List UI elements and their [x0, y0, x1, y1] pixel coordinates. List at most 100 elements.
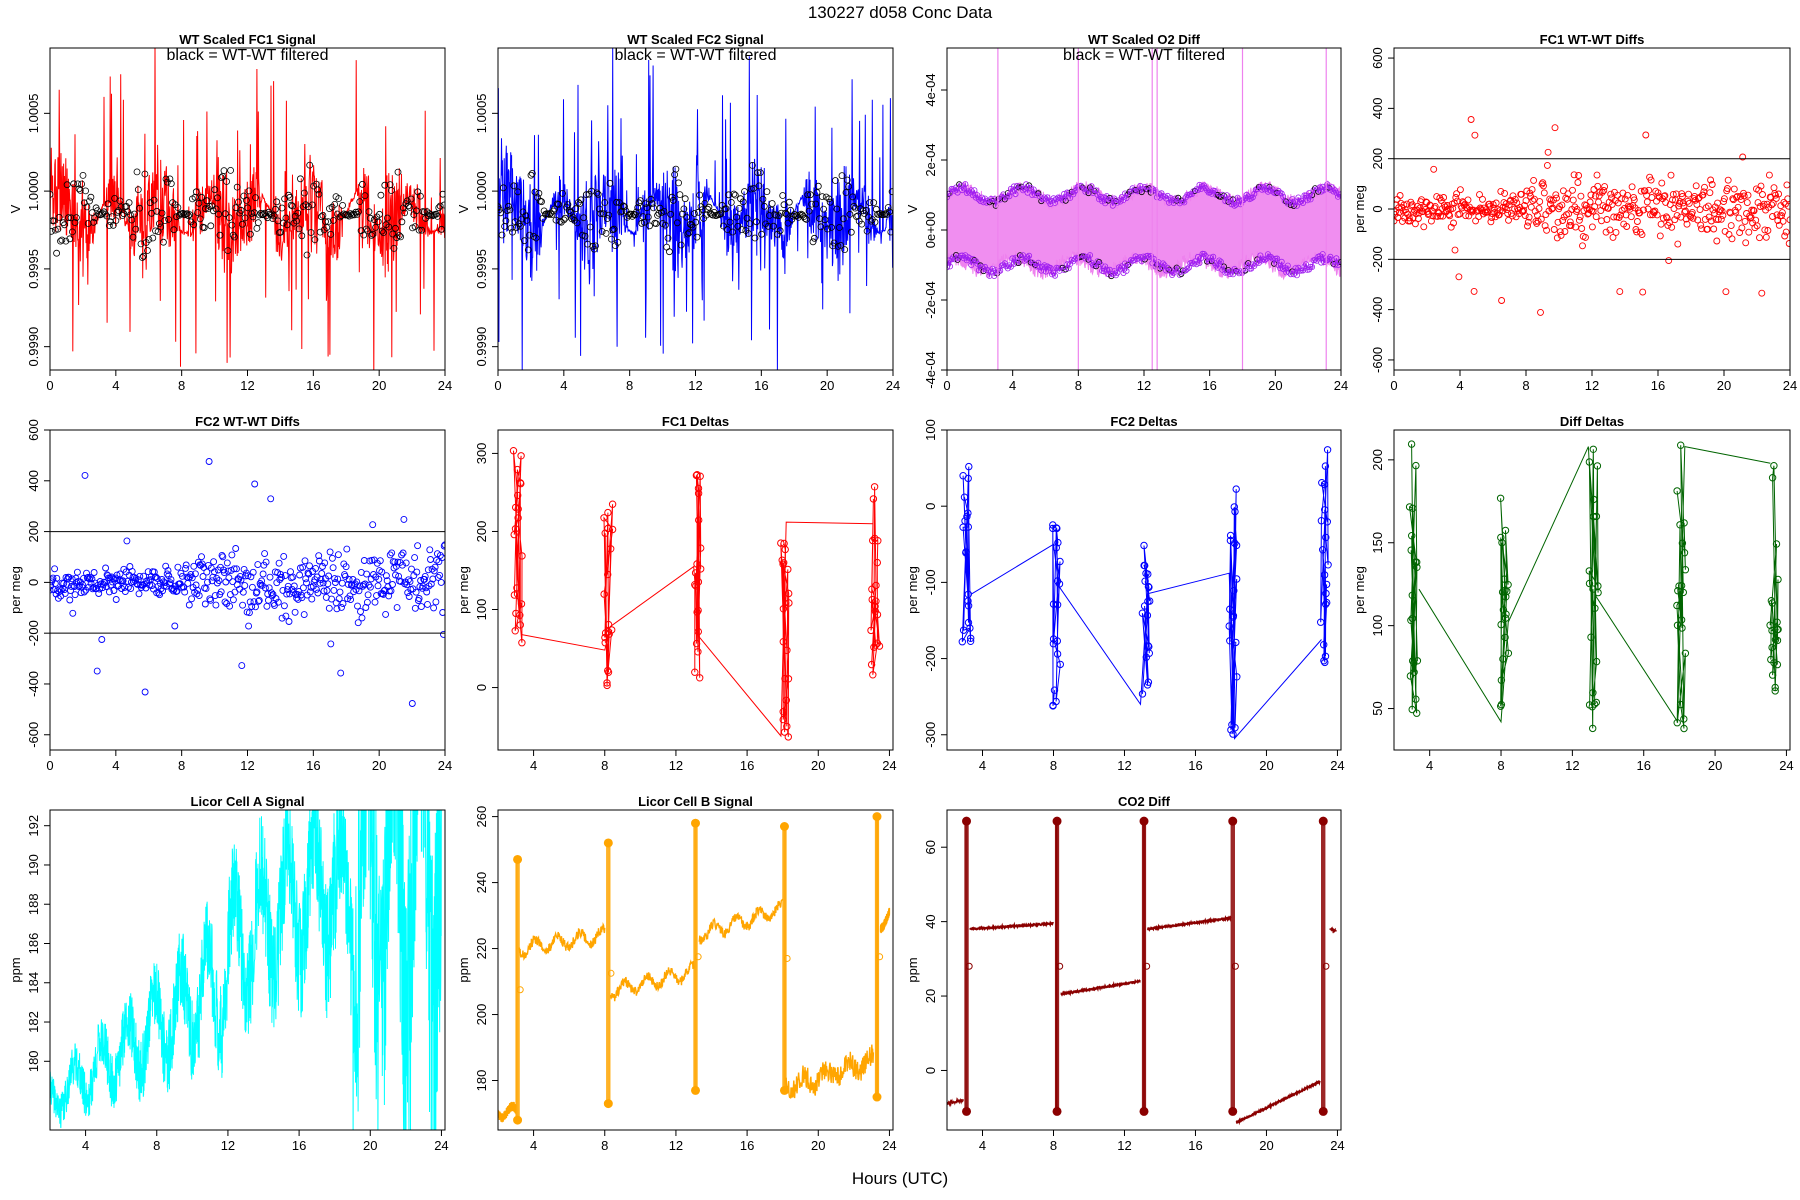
data-point — [728, 199, 734, 205]
x-tick-label: 16 — [1202, 378, 1216, 393]
data-point — [211, 559, 217, 565]
x-tick-label: 16 — [292, 1138, 306, 1153]
y-tick-label: 300 — [474, 443, 489, 465]
y-tick-label: 0.9990 — [474, 327, 489, 367]
data-point — [82, 472, 88, 478]
cluster-line — [695, 475, 701, 678]
x-tick-label: 20 — [1259, 1138, 1273, 1153]
data-point — [364, 599, 370, 605]
data-point — [281, 603, 287, 609]
x-tick-label: 20 — [1717, 378, 1731, 393]
data-point — [199, 554, 205, 560]
y-tick-label: 1.0005 — [26, 93, 41, 133]
x-tick-label: 4 — [1426, 758, 1433, 773]
data-point — [1757, 235, 1763, 241]
chart-panel-p5: 0 4 8 12 16 20 24-600-400-2000200400600 FC2 WT-… — [8, 414, 452, 773]
x-tick-label: 4 — [112, 378, 119, 393]
chart-panel-p2: 0 4 8 12 16 20 240.99900.99951.00001.0005WT Sc… — [456, 32, 900, 393]
data-point — [427, 547, 433, 553]
data-point — [1579, 226, 1585, 232]
data-point — [54, 250, 60, 256]
x-tick-label: 4 — [530, 1138, 537, 1153]
data-point — [691, 211, 697, 217]
data-point — [1725, 177, 1731, 183]
x-tick-label: 24 — [882, 758, 896, 773]
data-point — [387, 552, 393, 558]
plot-frame — [947, 430, 1341, 750]
y-tick-label: 180 — [474, 1070, 489, 1092]
y-tick-label: 0 — [474, 684, 489, 691]
data-point — [91, 570, 97, 576]
cluster-line — [1053, 525, 1061, 706]
plot-frame — [50, 430, 445, 750]
chart-title: CO2 Diff — [1118, 794, 1171, 809]
data-point — [230, 597, 236, 603]
data-point — [307, 563, 313, 569]
data-point — [780, 1086, 788, 1094]
x-tick-label: 20 — [372, 758, 386, 773]
chart-panel-p3: 0 4 8 12 16 20 24-4e-04-2e-040e+002e-044e-04WT… — [905, 32, 1348, 393]
y-tick-label: 260 — [474, 806, 489, 828]
data-point — [732, 192, 738, 198]
y-tick-label: 150 — [1370, 532, 1385, 554]
data-point — [1726, 231, 1732, 237]
data-point — [1693, 183, 1699, 189]
data-point — [333, 600, 339, 606]
chart-panel-p6: 4 8 12 16 20 240100200300FC1 Deltasper meg — [456, 414, 897, 773]
plot-area — [50, 526, 441, 1182]
data-point — [694, 234, 700, 240]
data-point — [1659, 180, 1665, 186]
y-tick-label: 0 — [923, 1067, 938, 1074]
data-point — [292, 609, 298, 615]
y-tick-label: -100 — [923, 569, 938, 595]
data-point — [1570, 187, 1576, 193]
data-point — [309, 596, 315, 602]
data-point — [759, 231, 765, 237]
data-point — [375, 583, 381, 589]
data-point — [1783, 229, 1789, 235]
data-point — [1587, 199, 1593, 205]
data-point — [208, 223, 214, 229]
y-tick-label: 192 — [26, 815, 41, 837]
data-point — [401, 516, 407, 522]
series-line — [881, 908, 890, 933]
chart-panel-p1: 0 4 8 12 16 20 240.99900.99951.00001.0005WT Sc… — [8, 32, 452, 393]
data-point — [1782, 233, 1788, 239]
x-tick-label: 16 — [740, 1138, 754, 1153]
x-tick-label: 0 — [46, 378, 53, 393]
data-point — [424, 589, 430, 595]
data-point — [255, 220, 261, 226]
data-point — [339, 580, 345, 586]
plot-area — [1406, 441, 1781, 732]
data-point — [1465, 197, 1471, 203]
data-point — [1577, 214, 1583, 220]
cluster-line — [1410, 444, 1418, 713]
data-point — [224, 560, 230, 566]
y-tick-label: 400 — [26, 470, 41, 492]
plot-area — [944, 48, 1343, 370]
data-point — [1744, 200, 1750, 206]
data-point — [1771, 185, 1777, 191]
y-tick-label: 40 — [923, 914, 938, 928]
chart-title: FC1 WT-WT Diffs — [1540, 32, 1645, 47]
y-tick-label: 0 — [1370, 205, 1385, 212]
y-tick-label: 188 — [26, 893, 41, 915]
data-point — [370, 522, 376, 528]
plot-area — [1391, 117, 1793, 316]
y-tick-label: 182 — [26, 1011, 41, 1033]
chart-title: WT Scaled FC2 Signal — [627, 32, 764, 47]
series-line — [50, 526, 441, 1182]
data-point — [1545, 149, 1551, 155]
data-point — [267, 574, 273, 580]
data-point — [1531, 177, 1537, 183]
data-point — [1541, 190, 1547, 196]
data-point — [873, 813, 881, 821]
data-point — [1634, 219, 1640, 225]
plot-area — [47, 459, 448, 707]
y-tick-label: 60 — [923, 840, 938, 854]
data-point — [1452, 247, 1458, 253]
data-point — [242, 583, 248, 589]
data-point — [1595, 183, 1601, 189]
chart-panel-p9: 4 8 12 16 20 24180182184186188190192Licor Cel… — [8, 526, 449, 1182]
data-point — [1675, 241, 1681, 247]
